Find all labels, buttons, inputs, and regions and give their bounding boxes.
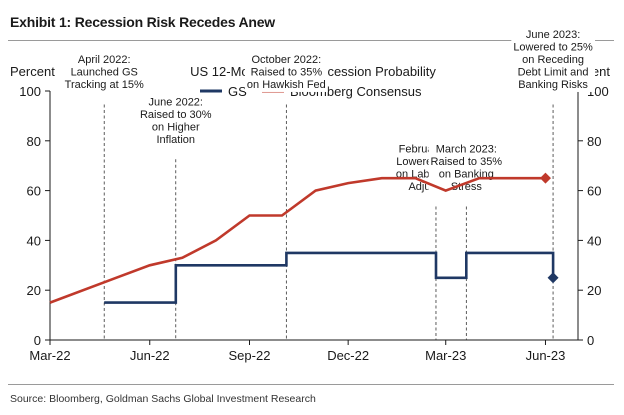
gs-end-marker xyxy=(547,272,559,284)
event-annotation-background xyxy=(62,52,146,92)
bloomberg-end-marker xyxy=(539,172,551,184)
y-axis-label-left: Percent xyxy=(10,64,55,79)
y-tick-label-left: 0 xyxy=(34,333,41,348)
y-tick-label-right: 0 xyxy=(587,333,594,348)
y-tick-label-right: 80 xyxy=(587,134,601,149)
y-tick-label-left: 20 xyxy=(27,283,41,298)
bloomberg-series-line xyxy=(49,176,546,304)
y-tick-label-left: 60 xyxy=(27,184,41,199)
x-tick-label: Sep-22 xyxy=(229,348,271,363)
x-tick-label: Dec-22 xyxy=(327,348,369,363)
event-annotation-line: April 2022: xyxy=(78,54,131,66)
exhibit-title: Exhibit 1: Recession Risk Recedes Anew xyxy=(10,14,275,30)
event-annotation-line: March 2023: xyxy=(436,144,497,156)
event-annotation-line: Banking Risks xyxy=(518,79,588,91)
y-tick-label-left: 40 xyxy=(27,233,41,248)
event-annotation-line: Raised to 30% xyxy=(140,109,212,121)
event-annotation-line: on Hawkish Fed xyxy=(247,79,326,91)
event-annotation-line: Lowered to 25% xyxy=(513,41,593,53)
event-annotation: June 2022: Raised to 30% on Higher Inflatio… xyxy=(140,96,212,146)
x-tick-label: Mar-22 xyxy=(29,348,70,363)
event-annotation-line: October 2022: xyxy=(251,54,321,66)
event-annotation-background xyxy=(137,95,214,147)
event-annotation: October 2022: Raised to 35% on Hawkish Fed xyxy=(247,54,326,91)
x-tick-label: Jun-22 xyxy=(130,348,170,363)
recession-probability-chart: US 12-Month Ahead Recession Probability … xyxy=(10,27,610,363)
gs-series-line xyxy=(104,251,555,304)
x-tick-label: Mar-23 xyxy=(425,348,466,363)
y-tick-label-right: 20 xyxy=(587,283,601,298)
event-annotation-background xyxy=(244,52,328,92)
top-rule xyxy=(8,40,614,41)
event-annotation-line: Inflation xyxy=(157,134,196,146)
event-annotation-line: June 2023: xyxy=(526,29,580,41)
event-annotation-line: Raised to 35% xyxy=(431,156,503,168)
event-annotation-line: Raised to 35% xyxy=(251,66,323,78)
event-annotation-line: on Higher xyxy=(152,121,200,133)
y-tick-label-right: 40 xyxy=(587,233,601,248)
event-annotation-line: June 2022: xyxy=(149,96,203,108)
event-annotation-background xyxy=(511,27,596,92)
legend-gs-label: GS xyxy=(228,84,247,99)
y-tick-label-left: 80 xyxy=(27,134,41,149)
source-note: Source: Bloomberg, Goldman Sachs Global … xyxy=(10,393,316,405)
y-tick-label-left: 100 xyxy=(19,84,41,99)
event-annotation-line: Tracking at 15% xyxy=(65,79,144,91)
event-annotation: April 2022: Launched GS Tracking at 15% xyxy=(65,54,144,91)
event-annotations: April 2022: Launched GS Tracking at 15% Jun… xyxy=(62,27,596,340)
x-tick-label: Jun-23 xyxy=(526,348,566,363)
event-annotation-line: Debt Limit and xyxy=(518,66,589,78)
event-annotation-line: on Receding xyxy=(522,54,584,66)
bottom-rule xyxy=(8,384,614,385)
event-annotation: June 2023: Lowered to 25% on Receding Debt … xyxy=(513,29,593,91)
event-annotation-line: Stress xyxy=(451,181,483,193)
event-annotation-background xyxy=(428,142,505,195)
y-tick-label-right: 60 xyxy=(587,184,601,199)
event-annotation-line: Launched GS xyxy=(71,66,138,78)
series-lines xyxy=(49,172,559,304)
